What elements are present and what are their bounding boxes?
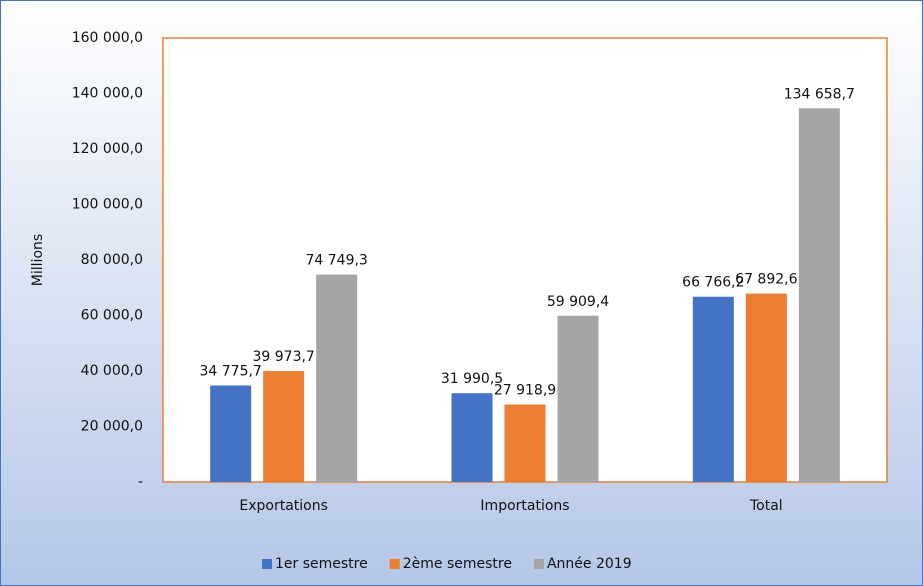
legend-swatch [389, 559, 400, 569]
data-label: 66 766,2 [682, 275, 744, 291]
y-tick-label: - [138, 474, 143, 490]
y-tick-label: 20 000,0 [81, 419, 143, 435]
bar [451, 393, 493, 482]
bar [745, 293, 787, 482]
bar [263, 371, 305, 482]
data-label: 31 990,5 [441, 371, 503, 387]
data-label: 39 973,7 [252, 349, 314, 365]
legend-swatch [262, 559, 272, 569]
bar [316, 274, 358, 482]
y-tick-label: 80 000,0 [81, 252, 143, 268]
data-label: 134 658,7 [784, 86, 855, 102]
y-tick-label: 120 000,0 [72, 141, 143, 157]
data-label: 27 918,9 [494, 383, 556, 399]
legend-label: 2ème semestre [403, 556, 512, 572]
bar [798, 108, 840, 482]
y-tick-label: 60 000,0 [81, 308, 143, 324]
legend-label: 1er semestre [275, 556, 368, 572]
x-tick-label: Exportations [239, 498, 328, 514]
data-label: 67 892,6 [735, 272, 797, 288]
y-tick-label: 160 000,0 [72, 30, 143, 46]
x-tick-label: Total [749, 498, 783, 514]
bar [504, 404, 546, 482]
bar [557, 315, 599, 482]
data-label: 74 749,3 [305, 253, 367, 269]
data-label: 34 775,7 [199, 363, 261, 379]
y-tick-label: 140 000,0 [72, 86, 143, 102]
bar [210, 385, 252, 482]
bar [692, 296, 734, 482]
y-tick-label: 100 000,0 [72, 197, 143, 213]
data-label: 59 909,4 [547, 294, 609, 310]
legend-label: Année 2019 [547, 556, 632, 572]
y-axis-label: Millions [30, 234, 46, 286]
x-tick-label: Importations [480, 498, 569, 514]
legend-swatch [533, 559, 544, 569]
y-tick-label: 40 000,0 [81, 363, 143, 379]
